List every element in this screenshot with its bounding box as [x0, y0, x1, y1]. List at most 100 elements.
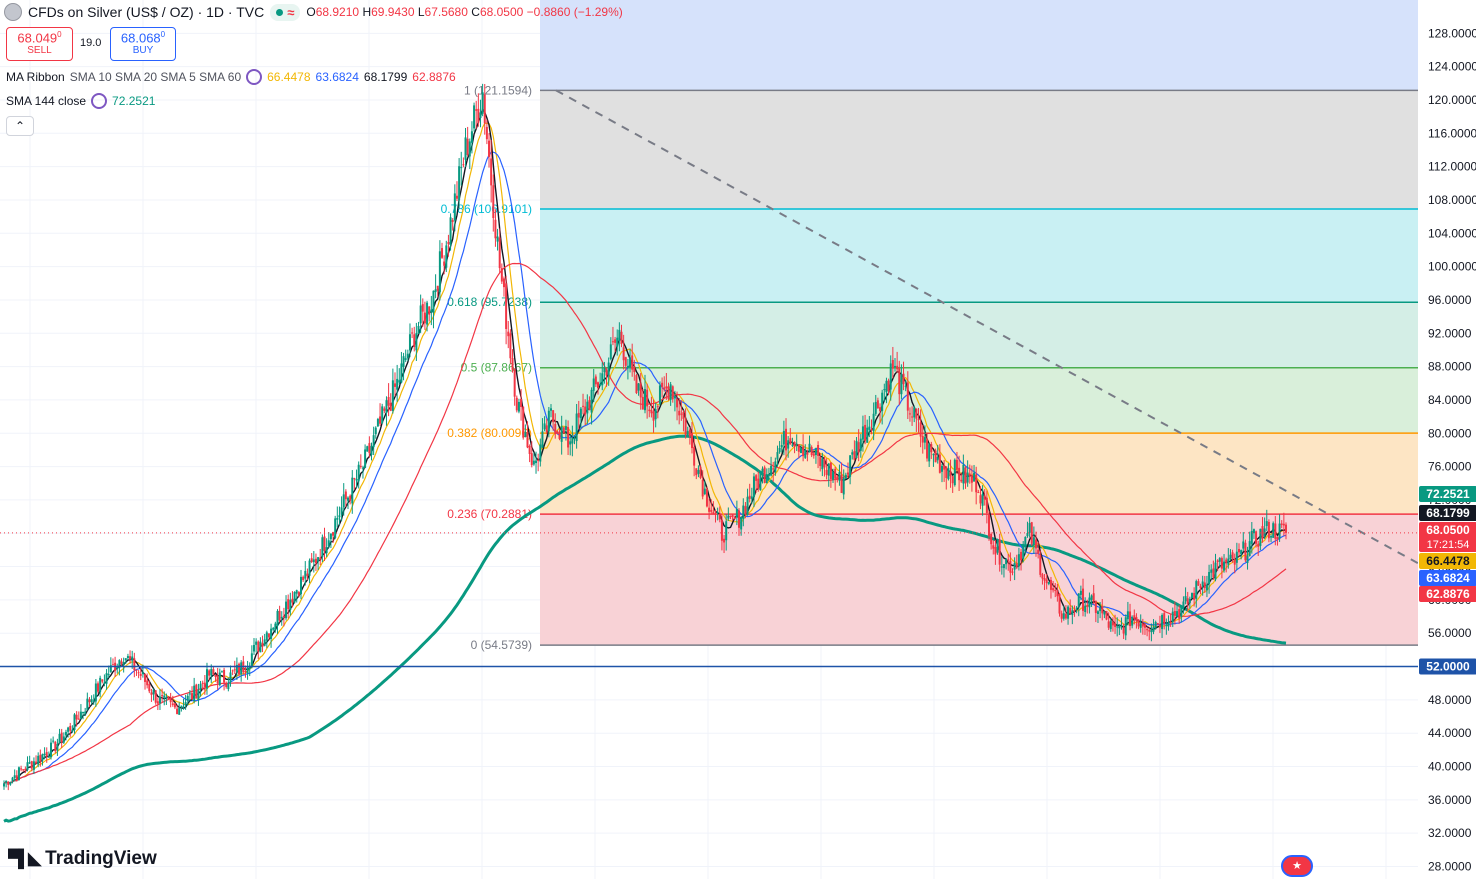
candle-body [389, 402, 392, 411]
candle-body [970, 475, 973, 483]
candle-body [1047, 582, 1050, 584]
candle-body [872, 413, 875, 431]
candle-body [1056, 590, 1059, 597]
candle-body [607, 362, 610, 376]
candle-body [496, 236, 499, 242]
candle-body [9, 781, 12, 785]
candle-body [1203, 582, 1206, 589]
candle-body [366, 446, 369, 452]
candle-body [834, 468, 837, 479]
tradingview-logo[interactable]: ▀▌◣ TradingView [8, 848, 157, 869]
axis-tick-label: 92.0000 [1428, 326, 1472, 340]
candle-body [126, 656, 129, 659]
candle-body [603, 367, 606, 373]
market-status[interactable]: ≈ [270, 3, 301, 21]
candle-body [917, 419, 920, 421]
candle-body [943, 465, 946, 470]
candle-body [1257, 543, 1260, 547]
candle-body [280, 616, 283, 619]
candle-body [246, 667, 249, 674]
candle-body [71, 729, 74, 732]
candle-body [229, 672, 232, 683]
candle-body [199, 683, 202, 690]
candle-body [900, 374, 903, 395]
candle-body [73, 714, 76, 731]
candle-body [708, 507, 711, 512]
candle-body [949, 471, 952, 477]
candle-body [314, 558, 317, 564]
candle-body [355, 479, 358, 481]
candle-body [526, 432, 529, 448]
candle-body [485, 126, 488, 140]
price-axis[interactable]: 28.0000 32.0000 36.0000 40.0000 44.0000 48.00… [1418, 0, 1476, 879]
fibonacci-retracement[interactable]: 1 (121.1594)0.786 (106.9101)0.618 (95.72… [441, 0, 1418, 652]
sell-button[interactable]: 68.0490 SELL [6, 27, 73, 61]
price-badge: 68.0500 [1426, 523, 1470, 537]
candle-body [539, 444, 542, 462]
candle-body [402, 356, 405, 367]
candle-body [169, 699, 172, 703]
candle-body [1045, 579, 1048, 584]
candle-body [1272, 523, 1275, 538]
candle-body [306, 573, 309, 577]
candle-body [295, 590, 298, 594]
collapse-legend-button[interactable]: ⌃ [6, 116, 34, 136]
ma-ribbon-label: MA Ribbon [6, 70, 65, 84]
candle-body [780, 445, 783, 448]
candle-body [24, 768, 27, 771]
candle-body [611, 341, 614, 343]
candle-body [827, 463, 830, 476]
us-flag-icon[interactable]: ★ [1281, 855, 1313, 877]
candle-body [1218, 558, 1221, 562]
candle-body [466, 138, 469, 155]
candle-body [1135, 617, 1138, 621]
candle-body [1146, 629, 1149, 631]
candle-body [840, 474, 843, 493]
candle-body [1039, 554, 1042, 575]
candle-body [1067, 606, 1070, 619]
candle-body [1022, 544, 1025, 559]
drawings[interactable] [0, 89, 1419, 668]
price-badge-bg [1419, 570, 1476, 586]
candle-body [411, 332, 414, 334]
candle-body [1137, 619, 1140, 627]
symbol-title[interactable]: CFDs on Silver (US$ / OZ) · 1D · TVC [28, 4, 265, 20]
candle-body [79, 711, 82, 719]
axis-tick-label: 96.0000 [1428, 293, 1472, 307]
candle-body [1129, 611, 1132, 627]
candle-body [58, 733, 61, 744]
candle-body [1255, 531, 1258, 544]
candle-body [1248, 541, 1251, 556]
candle-body [802, 446, 805, 457]
candle-body [1105, 611, 1108, 620]
candle-body [1028, 523, 1031, 533]
candle-body [1000, 566, 1003, 568]
candle-body [1195, 581, 1198, 599]
fib-level-label: 0.382 (80.0096) [447, 426, 532, 440]
candle-body [1005, 558, 1008, 565]
candle-body [556, 431, 559, 434]
candle-body [846, 472, 849, 475]
candle-body [385, 400, 388, 413]
candle-body [1120, 625, 1123, 627]
candle-body [573, 438, 576, 440]
candle-body [248, 665, 251, 670]
candle-body [560, 426, 563, 442]
candle-body [35, 761, 38, 764]
price-badge-bg [1419, 553, 1476, 569]
axis-tick-label: 80.0000 [1428, 426, 1472, 440]
axis-tick-label: 28.0000 [1428, 860, 1472, 874]
candle-body [441, 248, 444, 258]
buy-button[interactable]: 68.0680 BUY [110, 27, 176, 61]
candle-body [705, 488, 708, 507]
candle-body [992, 545, 995, 549]
candle-body [186, 695, 189, 701]
candle-body [167, 696, 170, 700]
candle-body [67, 727, 70, 732]
candle-body [1178, 609, 1181, 619]
sma144-legend[interactable]: SMA 144 close 72.2521 [6, 93, 155, 109]
ma-ribbon-legend[interactable]: MA Ribbon SMA 10 SMA 20 SMA 5 SMA 60 66.… [6, 69, 456, 85]
candle-body [968, 473, 971, 476]
symbol-icon[interactable] [4, 3, 22, 21]
